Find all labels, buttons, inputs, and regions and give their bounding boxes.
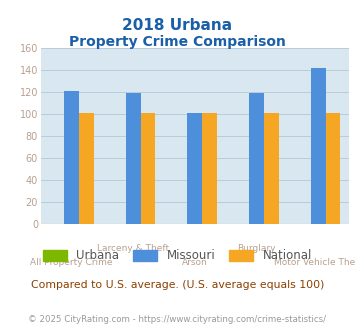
Bar: [202, 113, 217, 224]
Text: Motor Vehicle Theft: Motor Vehicle Theft: [274, 258, 355, 267]
Bar: [64, 91, 79, 224]
Text: © 2025 CityRating.com - https://www.cityrating.com/crime-statistics/: © 2025 CityRating.com - https://www.city…: [28, 315, 327, 324]
Bar: [249, 93, 264, 224]
Bar: [141, 113, 155, 224]
Text: Burglary: Burglary: [237, 244, 276, 253]
Bar: [79, 113, 94, 224]
Text: Compared to U.S. average. (U.S. average equals 100): Compared to U.S. average. (U.S. average …: [31, 280, 324, 290]
Text: All Property Crime: All Property Crime: [31, 258, 113, 267]
Bar: [126, 93, 141, 224]
Bar: [311, 68, 326, 224]
Bar: [187, 113, 202, 224]
Text: 2018 Urbana: 2018 Urbana: [122, 18, 233, 33]
Text: Arson: Arson: [182, 258, 208, 267]
Text: Larceny & Theft: Larceny & Theft: [97, 244, 169, 253]
Legend: Urbana, Missouri, National: Urbana, Missouri, National: [43, 249, 312, 262]
Text: Property Crime Comparison: Property Crime Comparison: [69, 35, 286, 49]
Bar: [264, 113, 279, 224]
Bar: [326, 113, 340, 224]
